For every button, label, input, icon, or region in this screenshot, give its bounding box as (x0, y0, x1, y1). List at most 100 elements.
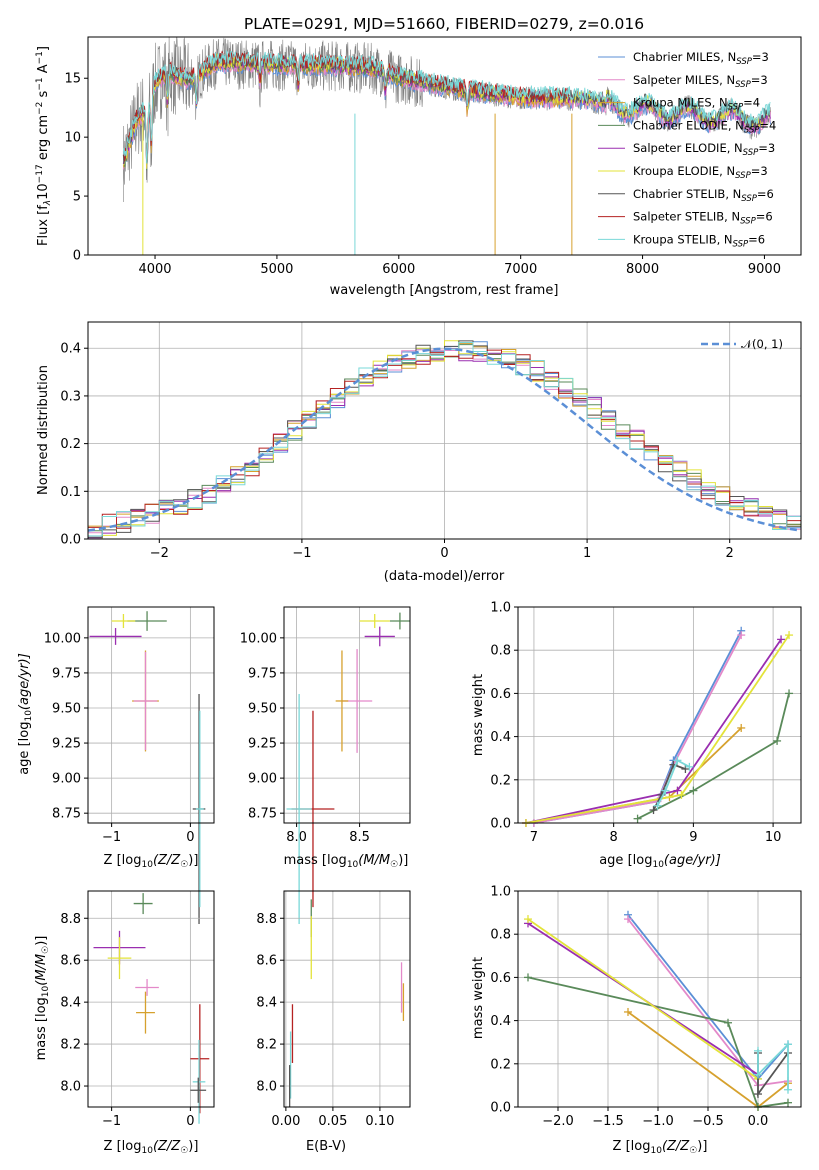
spectrum-xtick-label: 9000 (748, 262, 781, 277)
histogram-xlabel: (data-model)/error (384, 569, 505, 584)
p3-xlabel: Z [log10(Z/Z☉)] (104, 853, 199, 870)
mw-z-ytick-label: 0.6 (490, 971, 511, 986)
mw-age-series-line (525, 638, 782, 824)
age-vs-metallicity-panel: −1 0 8.75 9.00 9.25 9.50 9.75 10.00 (44, 606, 215, 924)
mass-z-ytick-label: 8.6 (60, 954, 81, 969)
age-z-ytick-label: 9.25 (52, 737, 81, 752)
histogram-ytick-label: 0.1 (60, 485, 81, 500)
mw-age-xtick-label: 9 (689, 830, 697, 845)
age-mass-ytick-label: 10.00 (240, 631, 277, 646)
mass-ebv-ytick-label: 8.0 (256, 1080, 277, 1095)
age-z-ytick-label: 10.00 (44, 631, 81, 646)
residual-histogram-panel: −2 −1 0 1 2 0.0 0.1 0.2 0.3 0.4 (data-model)/erro… (36, 321, 802, 584)
legend-entry-label: Salpeter ELODIE, NSSP=3 (633, 141, 775, 158)
legend-entry-label: Kroupa ELODIE, NSSP=3 (633, 164, 768, 181)
mw-age-ytick-label: 0.8 (490, 644, 511, 659)
histogram-xtick-label: 1 (583, 546, 591, 561)
age-z-axes-frame (87, 606, 215, 824)
legend-entry-label: Salpeter MILES, NSSP=3 (633, 73, 768, 90)
residual-histogram-step (87, 342, 801, 539)
spectrum-xtick-label: 8000 (626, 262, 659, 277)
legend-entry-label: Kroupa STELIB, NSSP=6 (633, 232, 765, 249)
mw-z-ytick-label: 0.8 (490, 928, 511, 943)
spectrum-xtick-label: 4000 (138, 262, 171, 277)
p8-xlabel: Z [log10(Z/Z☉)] (613, 1139, 708, 1156)
mw-age-xtick-label: 8 (610, 830, 618, 845)
mw-z-ytick-label: 0.0 (490, 1101, 511, 1116)
histogram-ylabel: Normed distribution (36, 365, 51, 495)
mass-z-xtick-label: 0 (186, 1114, 194, 1129)
spectrum-ytick-label: 10 (64, 131, 81, 146)
p6-xlabel: Z [log10(Z/Z☉)] (104, 1139, 199, 1156)
age-mass-ytick-label: 8.75 (248, 807, 277, 822)
mw-age-series-line (656, 759, 690, 807)
mw-age-ytick-label: 0.2 (490, 773, 511, 788)
age-mass-ytick-label: 9.75 (248, 666, 277, 681)
mass-z-ytick-label: 8.0 (60, 1080, 81, 1095)
mass-ebv-ytick-label: 8.4 (256, 996, 277, 1011)
histogram-plot-area (87, 322, 802, 540)
massweight-vs-metallicity-panel: −2.0 −1.5 −1.0 −0.5 0.0 0.0 0.2 0.4 0.6 0.8 1.0 (490, 885, 802, 1129)
legend-entry-label: Chabrier STELIB, NSSP=6 (633, 187, 774, 204)
p8-ylabel: mass weight (471, 957, 486, 1039)
mw-z-xtick-label: −0.5 (692, 1114, 724, 1129)
age-mass-ytick-label: 9.50 (248, 701, 277, 716)
histogram-xtick-label: 0 (440, 546, 448, 561)
model-spectrum-line (122, 50, 771, 164)
spectrum-ylabel: Flux [fλ10−17 erg cm−2 s−1 A−1] (35, 46, 53, 246)
spectrum-ytick-label: 0 (73, 249, 81, 264)
spectrum-xtick-label: 5000 (260, 262, 293, 277)
mw-z-axes-frame (517, 890, 802, 1108)
mass-z-axes-frame (87, 890, 215, 1108)
mw-age-series-line (637, 693, 790, 820)
mass-vs-ebv-panel: 0.00 0.05 0.10 8.0 8.2 8.4 8.6 8.8 (256, 890, 411, 1129)
age-z-xtick-label: −1 (102, 830, 121, 845)
gaussian-legend-label: 𝒩(0, 1) (741, 337, 783, 351)
p5-xlabel: age [log10(age/yr)] (599, 853, 721, 870)
age-z-ytick-label: 9.75 (52, 666, 81, 681)
mw-age-ytick-label: 0.6 (490, 687, 511, 702)
mw-age-ytick-label: 0.0 (490, 817, 511, 832)
mw-z-ytick-label: 0.2 (490, 1057, 511, 1072)
mw-z-series-line (527, 918, 759, 1080)
age-mass-axes-frame (283, 606, 411, 824)
histogram-ytick-label: 0.2 (60, 437, 81, 452)
mw-z-xtick-label: −1.5 (592, 1114, 624, 1129)
mass-z-ytick-label: 8.2 (60, 1038, 81, 1053)
p4-xlabel: mass [log10(M/M☉)] (284, 853, 409, 870)
gaussian-reference-curve (87, 347, 802, 532)
mass-vs-metallicity-panel: −1 0 8.0 8.2 8.4 8.6 8.8 (60, 890, 215, 1129)
mass-z-xtick-label: −1 (102, 1114, 121, 1129)
age-mass-xtick-label: 8.0 (286, 830, 307, 845)
legend-entry-label: Kroupa MILES, NSSP=4 (633, 96, 760, 113)
mass-ebv-xtick-label: 0.05 (318, 1114, 347, 1129)
spectrum-axes-frame (87, 36, 802, 256)
age-z-ytick-label: 8.75 (52, 807, 81, 822)
p5-ylabel: mass weight (471, 674, 486, 756)
mw-age-axes-frame (517, 606, 802, 824)
mass-ebv-axes-frame (283, 890, 411, 1108)
spectrum-xtick-label: 6000 (382, 262, 415, 277)
figure-title: PLATE=0291, MJD=51660, FIBERID=0279, z=0… (244, 15, 644, 33)
spectrum-ytick-label: 15 (64, 72, 81, 87)
mw-age-xtick-label: 7 (530, 830, 538, 845)
spectrum-xtick-label: 7000 (504, 262, 537, 277)
histogram-ticks: −2 −1 0 1 2 0.0 0.1 0.2 0.3 0.4 (60, 342, 734, 561)
age-mass-ytick-label: 9.00 (248, 772, 277, 787)
age-mass-xtick-label: 8.5 (349, 830, 370, 845)
histogram-xtick-label: −2 (150, 546, 169, 561)
mass-ebv-ytick-label: 8.2 (256, 1038, 277, 1053)
age-z-xtick-label: 0 (186, 830, 194, 845)
spectrum-ticks: 4000 5000 6000 7000 8000 9000 0 5 10 15 (64, 72, 781, 277)
age-z-ytick-label: 9.50 (52, 701, 81, 716)
mw-age-xtick-label: 10 (765, 830, 782, 845)
mw-z-xtick-label: 0.0 (748, 1114, 769, 1129)
mw-age-series-line (525, 727, 742, 824)
histogram-xtick-label: 2 (726, 546, 734, 561)
legend-entry-label: Chabrier ELODIE, NSSP=4 (633, 118, 776, 135)
mw-z-xtick-label: −1.0 (642, 1114, 674, 1129)
mw-z-series-line (757, 1042, 789, 1090)
mass-ebv-xtick-label: 0.10 (365, 1114, 394, 1129)
mass-ebv-ytick-label: 8.6 (256, 954, 277, 969)
